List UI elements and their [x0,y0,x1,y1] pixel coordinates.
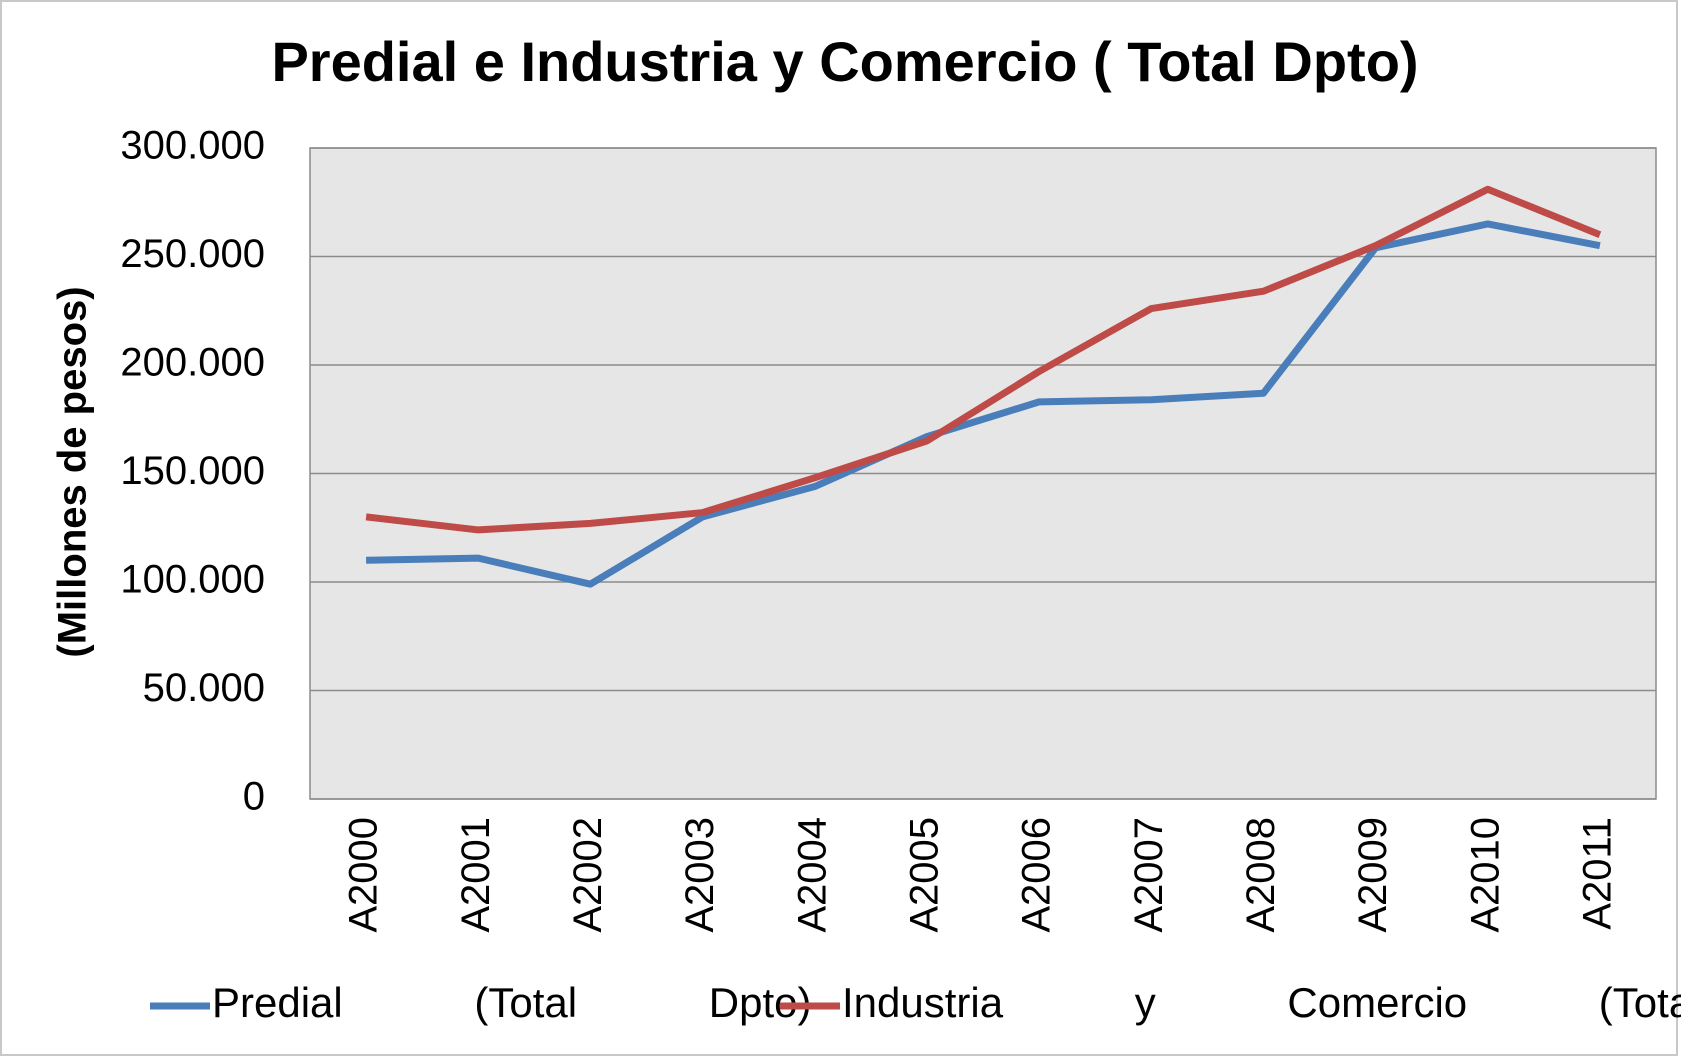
x-tick-label: A2007 [1127,817,1171,933]
x-tick-label: A2005 [902,817,946,933]
series-line [365,185,1602,534]
chart-title: Predial e Industria y Comercio ( Total D… [271,30,1418,93]
x-tick-label: A2011 [1575,817,1619,930]
x-tick-label: A2000 [342,817,386,933]
x-tick-label: A2002 [566,817,610,933]
y-tick-label: 0 [243,775,265,819]
y-tick-label: 50.000 [143,666,265,710]
x-tick-label: A2006 [1015,817,1059,933]
x-tick-label: A2001 [454,817,498,933]
x-tick-label: A2008 [1239,817,1283,933]
y-tick-label: 300.000 [120,124,265,168]
y-tick-label: 200.000 [120,341,265,385]
y-tick-label: 250.000 [120,232,265,276]
y-tick-label: 100.000 [120,558,265,602]
legend-label: Predial (Total Dpto) [212,979,811,1026]
x-tick-label: A2003 [678,817,722,933]
x-tick-label: A2010 [1463,817,1507,933]
x-tick-label: A2009 [1351,817,1395,933]
legend-label: Industria y Comercio (Total Dpto) [842,979,1681,1026]
y-tick-label: 150.000 [120,449,265,493]
y-axis-title: (Millones de pesos) [51,286,95,657]
x-tick-label: A2004 [790,817,834,933]
series-line [366,220,1601,588]
